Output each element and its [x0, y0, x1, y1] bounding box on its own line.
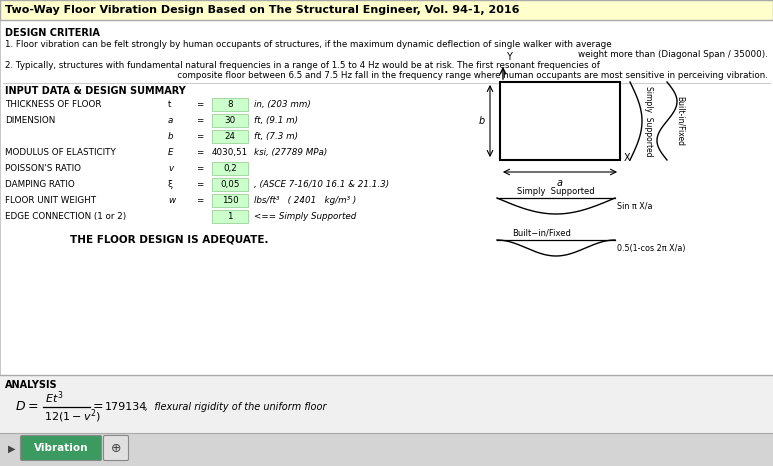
- Text: composite floor between 6.5 and 7.5 Hz fall in the frequency range where human o: composite floor between 6.5 and 7.5 Hz f…: [169, 71, 768, 80]
- Text: 150: 150: [222, 196, 238, 205]
- Bar: [212, 162, 248, 175]
- Text: 2. Typically, structures with fundamental natural frequencies in a range of 1.5 : 2. Typically, structures with fundamenta…: [5, 61, 600, 70]
- FancyBboxPatch shape: [104, 436, 128, 460]
- Text: FLOOR UNIT WEIGHT: FLOOR UNIT WEIGHT: [5, 196, 96, 205]
- Text: ft, (9.1 m): ft, (9.1 m): [254, 116, 298, 125]
- Text: ksi, (27789 MPa): ksi, (27789 MPa): [254, 148, 327, 157]
- Text: b: b: [168, 132, 173, 141]
- Text: =: =: [196, 116, 203, 125]
- Bar: [0, 433, 773, 466]
- Bar: [212, 98, 248, 111]
- Text: v: v: [168, 164, 173, 173]
- Text: DIMENSION: DIMENSION: [5, 116, 55, 125]
- Text: t: t: [168, 100, 172, 109]
- Text: =: =: [196, 148, 203, 157]
- Text: EDGE CONNECTION (1 or 2): EDGE CONNECTION (1 or 2): [5, 212, 126, 221]
- Text: Vibration: Vibration: [34, 443, 88, 453]
- Text: Built−in/Fixed: Built−in/Fixed: [512, 229, 571, 238]
- Text: ft, (7.3 m): ft, (7.3 m): [254, 132, 298, 141]
- Text: 4030,51: 4030,51: [212, 148, 248, 157]
- Text: Simply  Supported: Simply Supported: [643, 86, 652, 156]
- Text: $Et^3$: $Et^3$: [45, 390, 63, 406]
- Text: w: w: [168, 196, 175, 205]
- Text: ▶: ▶: [8, 444, 15, 454]
- Bar: [0, 20, 773, 395]
- Text: E: E: [168, 148, 173, 157]
- Text: Built-in/Fixed: Built-in/Fixed: [676, 96, 685, 146]
- Text: ,  flexural rigidity of the uniform floor: , flexural rigidity of the uniform floor: [145, 402, 326, 412]
- Text: =: =: [93, 400, 104, 413]
- Text: POISSON'S RATIO: POISSON'S RATIO: [5, 164, 81, 173]
- Bar: [0, 375, 773, 433]
- Text: a: a: [557, 178, 563, 188]
- Text: 24: 24: [224, 132, 236, 141]
- Bar: [212, 178, 248, 191]
- Text: THICKNESS OF FLOOR: THICKNESS OF FLOOR: [5, 100, 101, 109]
- Text: 0,2: 0,2: [223, 164, 237, 173]
- Text: DAMPING RATIO: DAMPING RATIO: [5, 180, 75, 189]
- Bar: [212, 114, 248, 127]
- Text: Two-Way Floor Vibration Design Based on The Structural Engineer, Vol. 94-1, 2016: Two-Way Floor Vibration Design Based on …: [5, 5, 519, 15]
- Text: THE FLOOR DESIGN IS ADEQUATE.: THE FLOOR DESIGN IS ADEQUATE.: [70, 235, 268, 245]
- Text: lbs/ft³   ( 2401   kg/m³ ): lbs/ft³ ( 2401 kg/m³ ): [254, 196, 356, 205]
- Text: ⊕: ⊕: [111, 441, 121, 454]
- Text: =: =: [196, 196, 203, 205]
- Text: =: =: [196, 164, 203, 173]
- Text: DESIGN CRITERIA: DESIGN CRITERIA: [5, 28, 100, 38]
- Text: INPUT DATA & DESIGN SUMMARY: INPUT DATA & DESIGN SUMMARY: [5, 86, 186, 96]
- Text: $D=$: $D=$: [15, 400, 39, 413]
- Bar: [212, 194, 248, 207]
- Text: 0.5(1-cos 2π X/a): 0.5(1-cos 2π X/a): [617, 244, 686, 253]
- Bar: [500, 82, 620, 160]
- Text: b: b: [478, 116, 485, 126]
- Text: 30: 30: [224, 116, 236, 125]
- Text: weight more than (Diagonal Span / 35000).: weight more than (Diagonal Span / 35000)…: [578, 50, 768, 59]
- Text: a: a: [168, 116, 173, 125]
- Bar: [212, 210, 248, 223]
- Text: =: =: [196, 180, 203, 189]
- Text: 0,05: 0,05: [220, 180, 240, 189]
- Text: Sin π X/a: Sin π X/a: [617, 201, 652, 211]
- Text: ANALYSIS: ANALYSIS: [5, 380, 58, 390]
- Text: 179134: 179134: [105, 402, 148, 412]
- Text: 1: 1: [227, 212, 233, 221]
- Text: in, (203 mm): in, (203 mm): [254, 100, 311, 109]
- Text: =: =: [196, 132, 203, 141]
- Text: <== Simply Supported: <== Simply Supported: [254, 212, 356, 221]
- Text: 8: 8: [227, 100, 233, 109]
- Text: X: X: [624, 153, 631, 163]
- Bar: [0, 0, 773, 20]
- Text: MODULUS OF ELASTICITY: MODULUS OF ELASTICITY: [5, 148, 116, 157]
- Text: , (ASCE 7-16/10 16.1 & 21.1.3): , (ASCE 7-16/10 16.1 & 21.1.3): [254, 180, 389, 189]
- Text: Y: Y: [506, 52, 512, 62]
- Text: ξ: ξ: [168, 180, 173, 189]
- Text: 1. Floor vibration can be felt strongly by human occupants of structures, if the: 1. Floor vibration can be felt strongly …: [5, 40, 611, 49]
- Text: =: =: [196, 100, 203, 109]
- Bar: [212, 130, 248, 143]
- FancyBboxPatch shape: [21, 436, 101, 460]
- Text: $12(1-v^2)$: $12(1-v^2)$: [44, 407, 101, 425]
- Text: Simply  Supported: Simply Supported: [517, 187, 594, 196]
